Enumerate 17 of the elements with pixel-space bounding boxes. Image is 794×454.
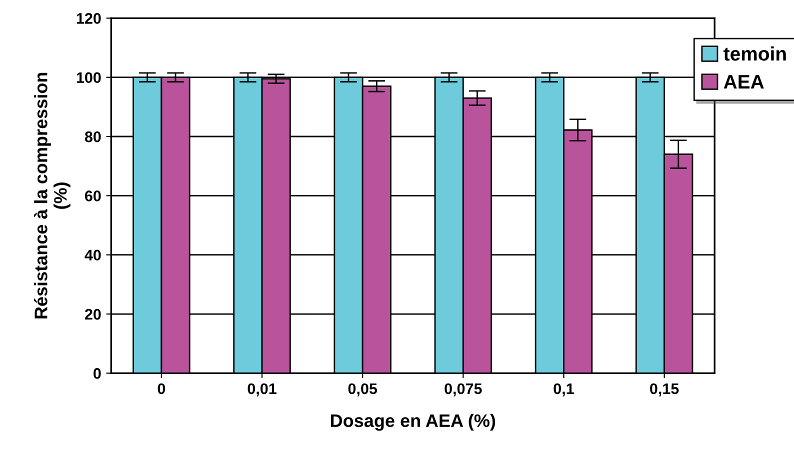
y-tick-label: 20 bbox=[84, 308, 101, 320]
y-tick-label: 40 bbox=[84, 250, 101, 261]
x-tick-label: 0,1 bbox=[554, 383, 574, 396]
y-axis-title: Résistance à la compression (%) bbox=[34, 72, 70, 318]
y-tick-label: 0 bbox=[94, 368, 101, 379]
legend-label: AEA bbox=[724, 75, 764, 88]
x-tick-label: 0,075 bbox=[444, 383, 482, 396]
x-tick-label: 0,15 bbox=[650, 383, 679, 396]
legend-label: temoin bbox=[724, 46, 786, 61]
x-tick-label: 0,01 bbox=[248, 383, 276, 396]
y-tick-label: 100 bbox=[76, 72, 101, 84]
y-tick-label: 80 bbox=[84, 131, 101, 142]
x-axis-title: Dosage en AEA (%) bbox=[330, 414, 496, 431]
y-tick-label: 120 bbox=[76, 13, 101, 24]
x-tick-label: 0 bbox=[158, 383, 166, 394]
y-tick-label: 60 bbox=[85, 190, 101, 202]
x-tick-label: 0,05 bbox=[348, 383, 378, 396]
